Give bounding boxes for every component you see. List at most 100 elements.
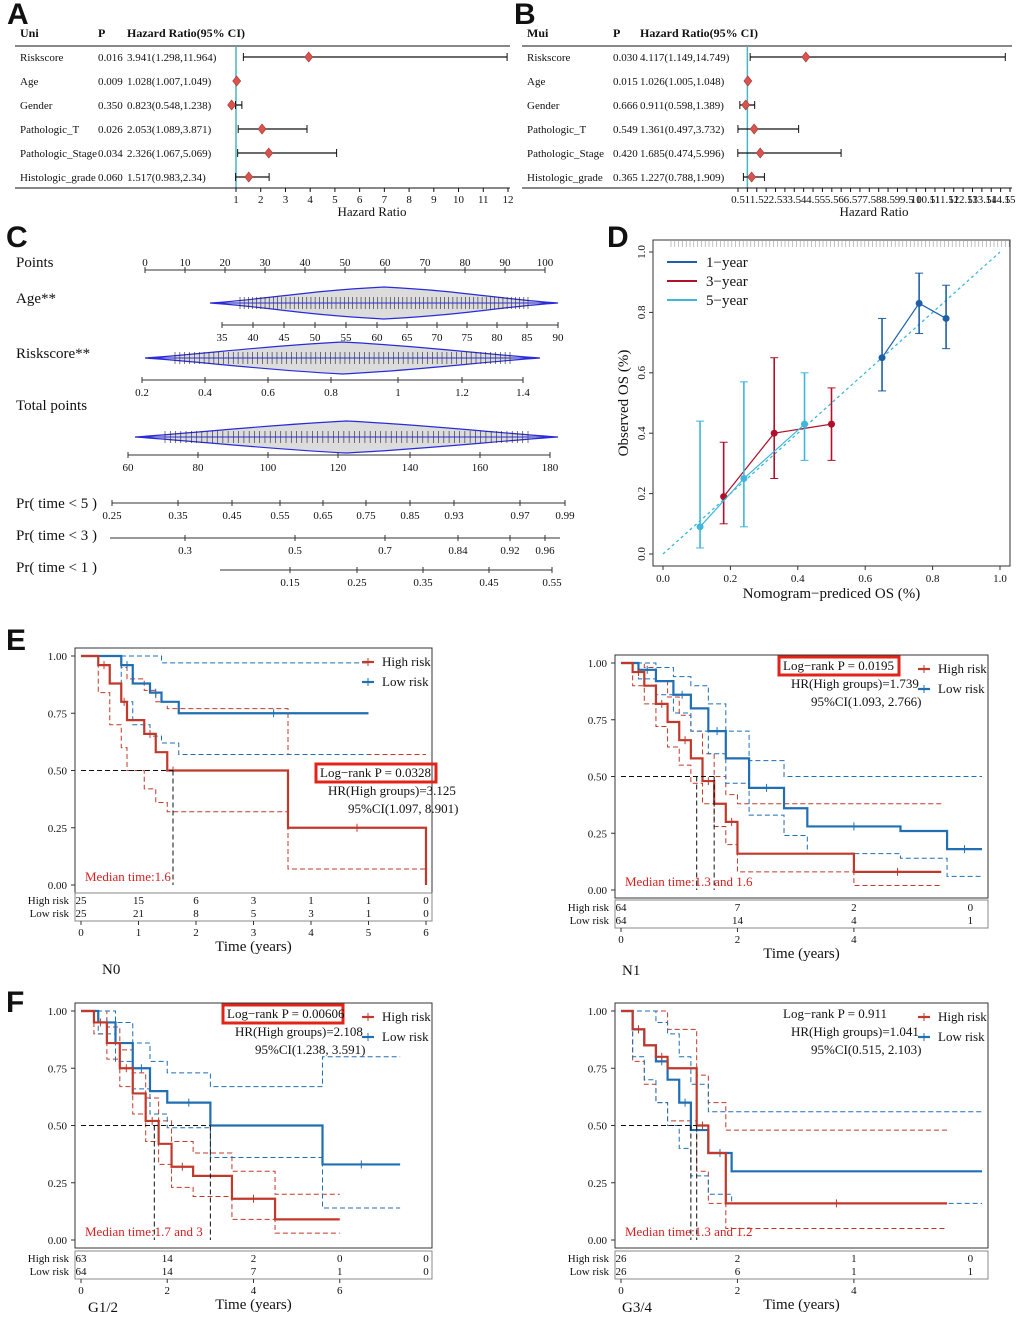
forest-axis-tick-label: 9 <box>895 194 901 206</box>
forest-axis-tick-label: 13 <box>967 194 979 206</box>
calibration-y-tick-label: 0.2 <box>636 487 648 501</box>
km-low-ci-upper <box>81 655 369 664</box>
km-risk-row-label: Low risk <box>30 908 70 920</box>
forest-row-hr: 2.053(1.089,3.871) <box>127 124 212 136</box>
km-x-tick-label: 4 <box>851 934 857 946</box>
calibration-x-tick-label: 0.6 <box>858 573 872 585</box>
km-risk-row-label: High risk <box>28 1253 70 1265</box>
calibration-point <box>740 475 748 482</box>
forest-axis-tick-label: 10.5 <box>916 194 936 206</box>
forest-point <box>743 75 753 87</box>
panel-label-c: C <box>6 221 28 254</box>
forest-point <box>244 171 254 183</box>
nomo-pr5-tick-label: 0.75 <box>356 510 376 522</box>
km-subgroup-label: N0 <box>102 962 120 978</box>
forest-row-hr: 1.028(1.007,1.049) <box>127 76 212 88</box>
km-risk-table-frame <box>614 899 989 929</box>
nomo-pr5-tick-label: 0.35 <box>168 510 188 522</box>
km-risk-value: 64 <box>76 1266 88 1278</box>
forest-point <box>304 51 314 63</box>
nomo-total-tick-label: 120 <box>330 462 347 474</box>
km-risk-value: 1 <box>851 1253 857 1265</box>
km-y-tick-label: 1.00 <box>48 651 68 663</box>
km-y-tick-label: 0.00 <box>48 1235 68 1247</box>
km-legend-label: High risk <box>938 661 987 676</box>
forest-axis-tick-label: 9 <box>431 194 437 206</box>
km-risk-row-label: High risk <box>568 1253 610 1265</box>
nomo-age-tick-label: 60 <box>372 332 384 344</box>
nomo-pr5-tick-label: 0.45 <box>222 510 242 522</box>
nomo-points-tick-label: 10 <box>180 257 192 269</box>
calibration-point <box>720 493 728 501</box>
nomo-riskscore-tick-label: 0.6 <box>261 387 275 399</box>
calibration-y-tick-label: 0.6 <box>636 365 648 379</box>
km-median-text: Median time:1.3 and 1.6 <box>625 874 753 889</box>
km-risk-value: 15 <box>133 895 145 907</box>
nomo-pr5-tick-label: 0.93 <box>444 510 464 522</box>
forest-row-p: 0.060 <box>98 172 123 184</box>
forest-axis-tick-label: 8 <box>876 194 882 206</box>
km-x-tick-label: 3 <box>251 927 257 939</box>
km-x-tick-label: 6 <box>423 927 429 939</box>
calibration-point <box>770 429 778 437</box>
km-high-ci-upper <box>81 1010 340 1195</box>
calibration-x-tick-label: 0.2 <box>724 573 738 585</box>
km-y-tick-label: 0.50 <box>588 1121 608 1133</box>
nomo-points-tick-label: 20 <box>220 257 232 269</box>
forest-point <box>801 51 811 63</box>
panel-label-a: A <box>7 0 29 31</box>
forest-row-hr: 2.326(1.067,5.069) <box>127 148 212 160</box>
forest-axis-tick-label: 2 <box>258 194 264 206</box>
km-high-curve <box>621 661 942 873</box>
km-risk-value: 0 <box>968 902 974 914</box>
forest-point <box>227 99 237 111</box>
km-logrank-text: Log−rank P = 0.0328 <box>320 765 431 780</box>
forest-point <box>749 123 759 135</box>
nomo-age-tick-label: 50 <box>310 332 322 344</box>
calibration-x-title: Nomogram−prediced OS (%) <box>743 586 921 602</box>
forest-axis-tick-label: 8 <box>406 194 412 206</box>
nomo-pr5-tick-label: 0.55 <box>270 510 290 522</box>
forest-point <box>232 75 242 87</box>
forest-row-p: 0.016 <box>98 52 123 64</box>
forest-axis-tick-label: 1 <box>745 194 751 206</box>
km-x-title: Time (years) <box>763 946 840 962</box>
km-risk-value: 0 <box>423 895 429 907</box>
forest-axis-tick-label: 2.5 <box>769 194 783 206</box>
calibration-y-tick-label: 0.4 <box>636 426 648 440</box>
km-risk-value: 64 <box>616 902 628 914</box>
forest-col-variable: Uni <box>20 26 39 40</box>
km-risk-row-label: Low risk <box>570 1266 610 1278</box>
km-risk-row-label: High risk <box>568 902 610 914</box>
km-legend-label: Low risk <box>938 681 985 696</box>
km-risk-value: 1 <box>968 915 974 927</box>
km-risk-value: 14 <box>162 1253 174 1265</box>
forest-axis-tick-label: 14.5 <box>991 194 1011 206</box>
km-low-curve <box>81 654 369 715</box>
calibration-x-tick-label: 1.0 <box>993 573 1007 585</box>
nomo-riskscore-tick-label: 1.4 <box>516 387 530 399</box>
km-y-tick-label: 0.25 <box>588 1178 608 1190</box>
nomo-age-tick-label: 90 <box>553 332 565 344</box>
forest-point <box>741 99 751 111</box>
forest-axis-tick-label: 5 <box>820 194 826 206</box>
forest-row-variable: Gender <box>20 100 53 112</box>
km-risk-value: 5 <box>251 908 257 920</box>
forest-row-variable: Histologic_grade <box>20 172 96 184</box>
nomo-age-tick-label: 75 <box>462 332 474 344</box>
km-y-tick-label: 0.75 <box>588 1063 608 1075</box>
km-high-ci-upper <box>621 1010 948 1131</box>
forest-axis-tick-label: 7 <box>857 194 863 206</box>
forest-row-hr: 3.941(1.298,11.964) <box>127 52 217 64</box>
forest-row-variable: Histologic_grade <box>527 172 603 184</box>
forest-row-p: 0.420 <box>613 148 638 160</box>
forest-axis-tick-label: 1 <box>233 194 239 206</box>
forest-axis-tick-label: 10 <box>453 194 465 206</box>
forest-row-variable: Riskscore <box>20 52 64 64</box>
calibration-y-title: Observed OS (%) <box>616 350 632 457</box>
forest-row-variable: Pathologic_Stage <box>527 148 604 160</box>
nomo-pr3-tick-label: 0.3 <box>178 545 192 557</box>
km-y-tick-label: 0.75 <box>48 708 68 720</box>
km-low-ci-lower <box>621 1010 982 1204</box>
